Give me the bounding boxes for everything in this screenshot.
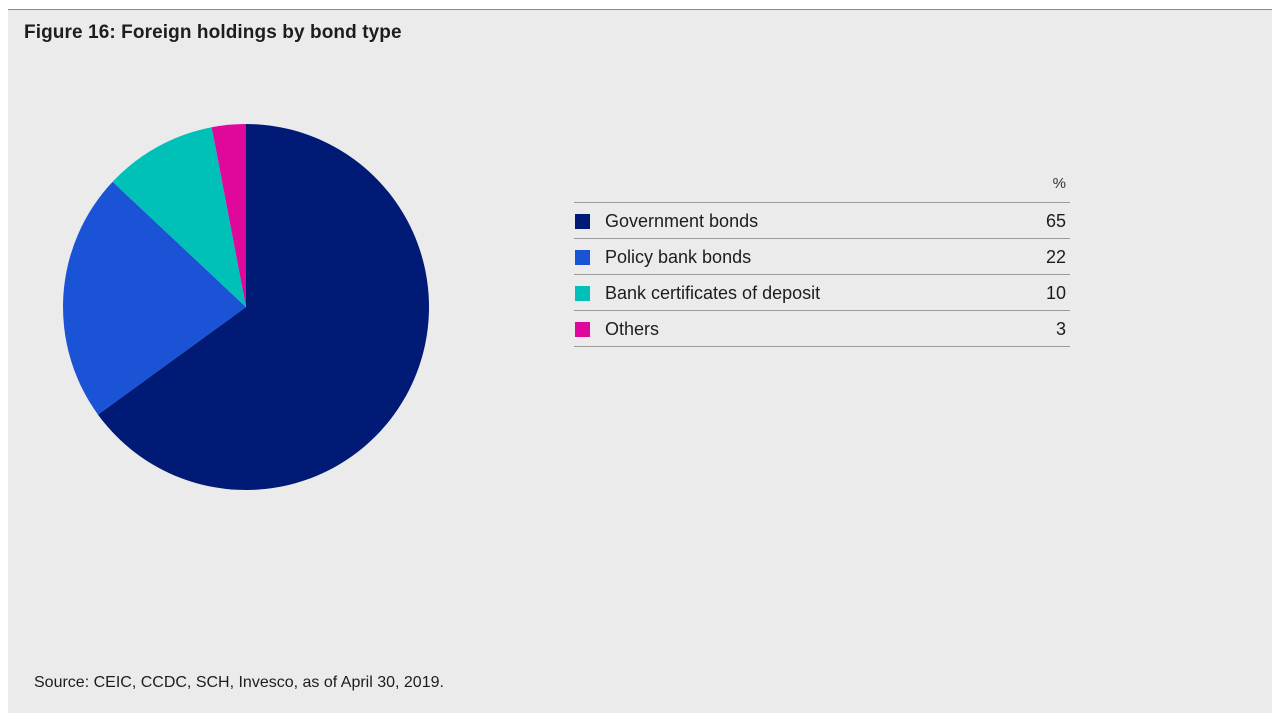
legend-row-government-bonds: Government bonds 65 [574, 203, 1070, 239]
legend-swatch-bank-certificates-of-deposit [575, 286, 590, 301]
pie-slice-government-bonds [97, 124, 430, 490]
source-note: Source: CEIC, CCDC, SCH, Invesco, as of … [34, 674, 444, 691]
legend-value-others: 3 [1055, 319, 1066, 339]
pie-chart [62, 124, 430, 490]
legend-value-policy-bank-bonds: 22 [1045, 247, 1066, 267]
legend-value-bank-certificates-of-deposit: 10 [1045, 283, 1066, 303]
legend-label-government-bonds: Government bonds [605, 211, 759, 231]
legend-swatch-government-bonds [575, 214, 590, 229]
legend-row-policy-bank-bonds: Policy bank bonds 22 [574, 239, 1070, 275]
legend-value-government-bonds: 65 [1045, 211, 1066, 231]
pie-slice-others [211, 124, 246, 307]
legend-label-bank-certificates-of-deposit: Bank certificates of deposit [605, 283, 821, 303]
figure-panel: Figure 16: Foreign holdings by bond type… [8, 9, 1272, 713]
legend-swatch-policy-bank-bonds [575, 250, 590, 265]
legend-swatch-others [575, 322, 590, 337]
legend-table: % Government bonds 65 Policy bank bonds … [574, 172, 1070, 347]
legend-label-policy-bank-bonds: Policy bank bonds [605, 247, 752, 267]
legend-unit-label: % [1052, 175, 1066, 192]
legend-header: % [574, 172, 1070, 203]
chart-title: Figure 16: Foreign holdings by bond type [24, 22, 402, 43]
pie-slices [62, 124, 430, 490]
legend-label-others: Others [605, 319, 660, 339]
pie-slice-policy-bank-bonds [62, 181, 246, 415]
legend-row-others: Others 3 [574, 311, 1070, 347]
legend-row-bank-certificates-of-deposit: Bank certificates of deposit 10 [574, 275, 1070, 311]
pie-slice-bank-certificates-of-deposit [112, 127, 246, 308]
